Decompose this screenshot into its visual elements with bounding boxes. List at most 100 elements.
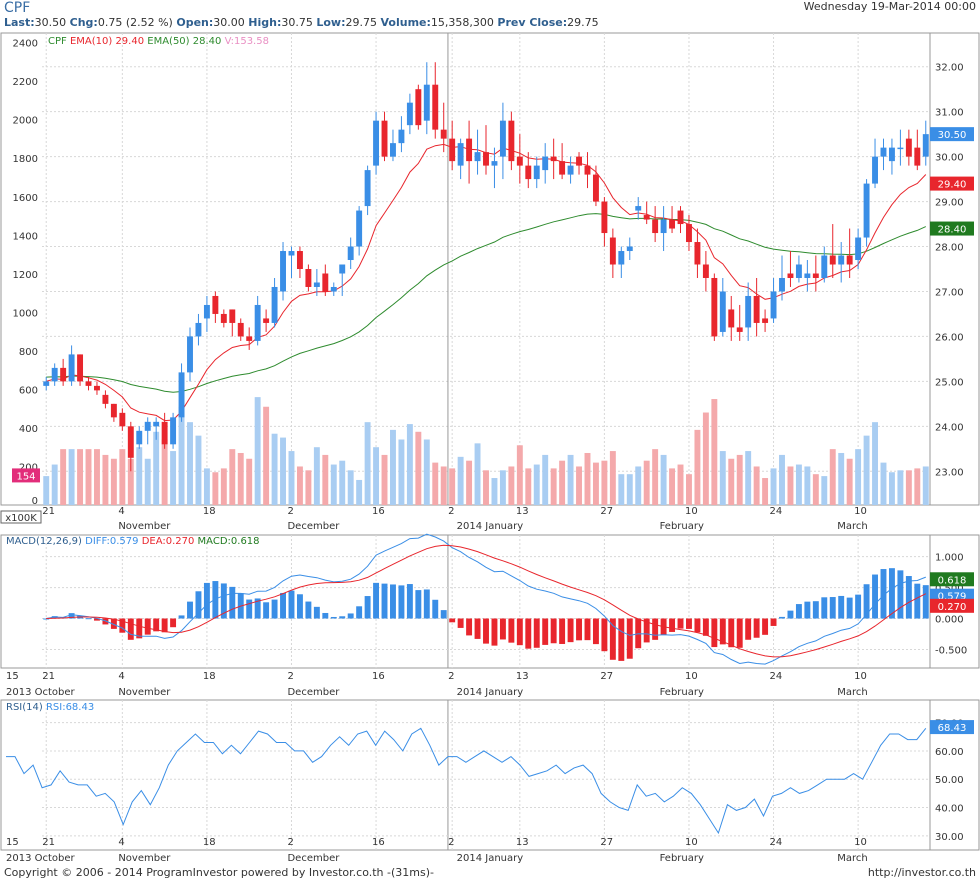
candle-body — [702, 264, 709, 278]
volume-bar — [584, 452, 591, 505]
candle-body — [686, 224, 692, 243]
macd-hist-bar — [322, 612, 329, 619]
ema50-line — [46, 213, 927, 393]
macd-hist-bar — [415, 590, 422, 619]
candle-body — [457, 143, 464, 166]
price-tick-label: 25.00 — [935, 377, 964, 388]
volume-bar — [736, 454, 743, 505]
candle-body — [483, 152, 489, 166]
candle-body — [144, 421, 151, 431]
macd-hist-bar — [406, 584, 413, 619]
volume-bar — [601, 460, 608, 505]
volume-bar — [829, 449, 836, 505]
candle-body — [364, 170, 371, 207]
month-label: December — [287, 521, 340, 532]
macd-hist-bar — [626, 618, 633, 659]
volume-bar — [922, 466, 929, 505]
macd-hist-bar — [466, 618, 473, 636]
candle-body — [592, 174, 599, 202]
date-tick-label: 24 — [770, 837, 783, 848]
month-label: March — [837, 853, 867, 864]
date-tick-label: 4 — [118, 671, 124, 682]
volume-bar — [618, 474, 625, 505]
volume-bar — [153, 431, 160, 505]
macd-hist-bar — [313, 606, 320, 619]
candle-body — [508, 120, 515, 162]
volume-bar — [178, 406, 185, 505]
volume-bar — [914, 468, 921, 505]
volume-bar — [787, 466, 794, 505]
macd-hist-bar — [499, 618, 506, 640]
macd-hist-bar — [821, 597, 828, 619]
date-tick-label: 16 — [372, 837, 385, 848]
date-tick-label: 4 — [118, 837, 124, 848]
candle-body — [559, 161, 566, 175]
candle-body — [922, 134, 929, 157]
macd-hist-bar — [914, 583, 921, 619]
volume-bar — [457, 456, 464, 505]
price-tick-label: 28.00 — [935, 243, 964, 254]
macd-hist-bar — [863, 584, 870, 619]
volume-tick-label: 1200 — [13, 270, 38, 281]
candle-body — [136, 430, 143, 445]
macd-hist-bar — [550, 618, 557, 644]
macd-hist-bar — [254, 598, 261, 619]
volume-bar — [212, 472, 219, 505]
month-label: February — [660, 853, 704, 864]
candle-body — [229, 309, 236, 323]
volume-bar — [499, 470, 506, 505]
candle-body — [161, 421, 168, 445]
volume-badge-box — [12, 468, 40, 483]
prev-close-value: 29.75 — [567, 16, 599, 29]
macd-hist-bar — [762, 618, 769, 635]
macd-hist-bar — [812, 601, 819, 619]
candle-body — [127, 426, 134, 458]
volume-bar — [187, 422, 193, 505]
date-tick-label: 2 — [287, 671, 293, 682]
candle-body — [373, 120, 380, 166]
candle-body — [745, 295, 752, 328]
macd-tick-label: -0.500 — [935, 645, 967, 656]
candle-body — [533, 165, 540, 180]
macd-hist-bar — [525, 618, 532, 649]
volume-bar — [466, 460, 473, 505]
candle-body — [694, 242, 701, 265]
chart-date: Wednesday 19-Mar-2014 00:00 — [803, 0, 976, 13]
macd-dea-badge: 0.270 — [938, 602, 967, 613]
volume-bar — [440, 466, 447, 505]
candle-body — [77, 354, 84, 382]
legend-entry: RSI(14) — [6, 702, 43, 713]
candle-body — [677, 210, 684, 225]
candle-body — [728, 309, 735, 328]
volume-bar — [339, 460, 346, 505]
candle-body — [432, 84, 439, 130]
candle-body — [356, 210, 363, 247]
macd-hist-bar — [609, 618, 616, 660]
date-tick-label: 21 — [42, 506, 55, 517]
month-label: February — [660, 687, 704, 698]
volume-bar — [719, 451, 726, 505]
macd-hist-bar — [110, 618, 117, 629]
rsi-line — [6, 727, 927, 835]
price-tick-label: 30.00 — [935, 153, 964, 164]
candle-body — [178, 372, 185, 418]
footer-url[interactable]: http://investor.co.th — [867, 866, 976, 879]
candle-body — [237, 322, 244, 337]
date-tick-label: 15 — [6, 671, 19, 682]
volume-bar — [660, 454, 667, 505]
volume-bar — [779, 454, 785, 505]
candle-body — [609, 237, 616, 265]
volume-bar — [322, 454, 329, 505]
volume-bar — [474, 443, 481, 505]
candle-body — [897, 147, 904, 150]
volume-bar — [846, 458, 853, 505]
legend-entry: EMA(10) 29.40 — [67, 36, 144, 47]
open-label: Open: — [176, 16, 214, 29]
macd-hist-bar — [643, 618, 650, 643]
volume-bar — [68, 449, 75, 505]
volume-bar — [77, 449, 84, 505]
macd-hist-bar — [449, 618, 456, 623]
macd-hist-bar — [922, 585, 929, 619]
volume-tick-label: 1400 — [13, 231, 38, 242]
